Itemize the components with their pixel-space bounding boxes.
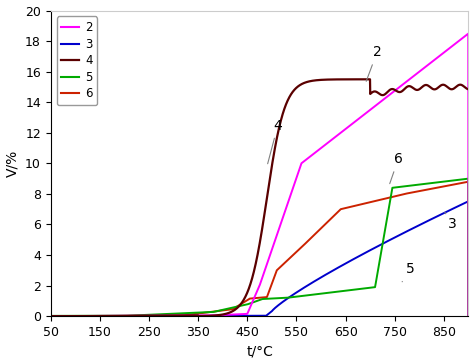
6 bbox=[454, 182, 459, 186]
4 bbox=[367, 77, 373, 82]
3 bbox=[377, 243, 383, 248]
Text: 2: 2 bbox=[366, 46, 382, 81]
4 bbox=[465, 87, 471, 91]
Line: 5: 5 bbox=[51, 179, 468, 316]
5 bbox=[251, 300, 257, 304]
Line: 3: 3 bbox=[51, 201, 468, 316]
6 bbox=[465, 314, 471, 318]
X-axis label: t/°C: t/°C bbox=[246, 344, 273, 359]
5 bbox=[377, 258, 383, 263]
Text: 5: 5 bbox=[402, 262, 415, 282]
6 bbox=[453, 182, 459, 186]
5 bbox=[69, 314, 75, 318]
3 bbox=[251, 314, 257, 318]
2 bbox=[251, 297, 257, 301]
3 bbox=[240, 314, 246, 318]
2 bbox=[465, 314, 471, 318]
Text: 3: 3 bbox=[445, 212, 456, 230]
4 bbox=[69, 314, 75, 318]
4 bbox=[377, 92, 383, 96]
3 bbox=[69, 314, 75, 318]
Y-axis label: V/%: V/% bbox=[6, 150, 19, 177]
3 bbox=[465, 314, 471, 318]
Line: 4: 4 bbox=[51, 79, 468, 316]
3 bbox=[453, 205, 459, 209]
2 bbox=[465, 31, 471, 36]
5 bbox=[465, 314, 471, 318]
2 bbox=[453, 41, 459, 45]
2 bbox=[377, 100, 383, 105]
Line: 2: 2 bbox=[51, 33, 468, 316]
2 bbox=[69, 314, 75, 318]
Line: 6: 6 bbox=[51, 182, 468, 316]
6 bbox=[48, 314, 54, 318]
3 bbox=[465, 199, 471, 203]
6 bbox=[251, 296, 257, 300]
Legend: 2, 3, 4, 5, 6: 2, 3, 4, 5, 6 bbox=[56, 16, 97, 105]
4 bbox=[454, 84, 459, 89]
5 bbox=[48, 314, 54, 318]
4 bbox=[454, 84, 459, 89]
5 bbox=[454, 178, 459, 182]
2 bbox=[240, 312, 246, 316]
6 bbox=[465, 179, 471, 184]
4 bbox=[48, 314, 54, 318]
3 bbox=[454, 205, 459, 209]
6 bbox=[377, 198, 383, 202]
3 bbox=[48, 314, 54, 318]
5 bbox=[453, 178, 459, 182]
2 bbox=[454, 41, 459, 45]
6 bbox=[69, 314, 75, 318]
4 bbox=[251, 270, 257, 274]
4 bbox=[240, 299, 246, 304]
5 bbox=[240, 303, 246, 308]
2 bbox=[48, 314, 54, 318]
6 bbox=[240, 301, 246, 305]
5 bbox=[465, 177, 471, 181]
Text: 4: 4 bbox=[268, 119, 282, 164]
Text: 6: 6 bbox=[390, 153, 402, 184]
